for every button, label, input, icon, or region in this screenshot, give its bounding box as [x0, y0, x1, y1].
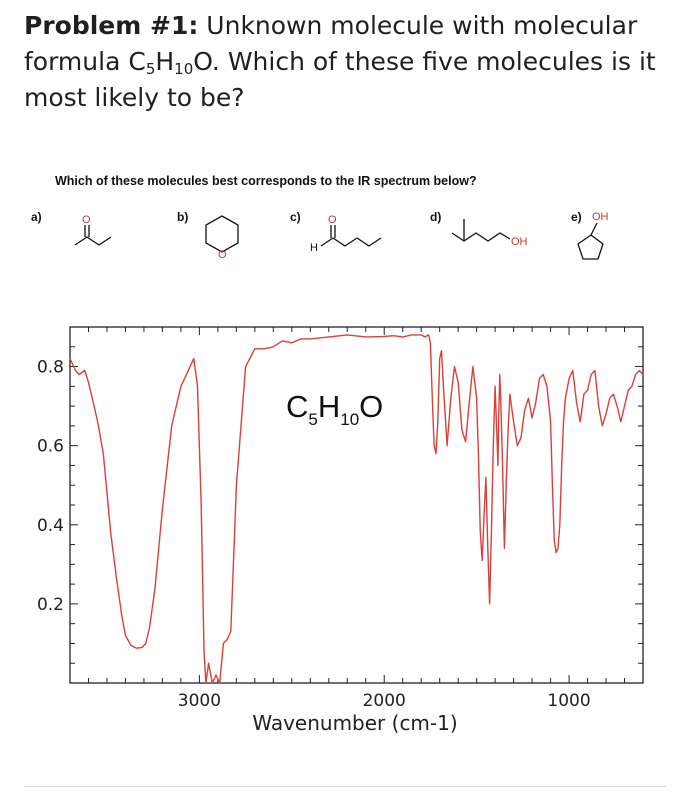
molecule-c-structure [320, 225, 382, 247]
ir-spectrum-chart: 3000 2000 1000 0.2 0.4 0.6 0.8 Wavenumber (cm-… [37, 326, 644, 735]
molecule-e-structure [577, 222, 604, 260]
molecule-e-atom-oh: OH [592, 211, 609, 223]
chart-ticks [70, 327, 643, 683]
problem-sub-c: 5 [145, 60, 156, 78]
x-tick-label: 2000 [363, 691, 406, 711]
x-axis-label: Wavenumber (cm-1) [252, 711, 457, 735]
problem-text-before: Unknown molecule with molecular formula … [24, 11, 638, 76]
y-tick-label: 0.2 [37, 595, 64, 615]
annotation-sub-5: 5 [308, 410, 317, 429]
annotation-o: O [359, 389, 383, 424]
molecule-a-structure [74, 225, 112, 246]
ir-spectrum-line [69, 334, 644, 684]
y-tick-label: 0.6 [37, 437, 64, 457]
molecule-label-d: d) [430, 210, 442, 224]
molecule-structures: O O O H OH OH [74, 211, 609, 261]
molecule-label-a: a) [31, 210, 42, 224]
y-tick-label: 0.4 [37, 516, 64, 536]
formula-annotation: C5H10O [286, 389, 383, 429]
annotation-sub-10: 10 [340, 410, 359, 429]
problem-statement: Problem #1: Unknown molecule with molecu… [24, 8, 674, 116]
molecule-c-atom-h: H [310, 242, 318, 254]
molecule-d-atom-oh: OH [511, 236, 528, 248]
svg-text:C5H10O: C5H10O [286, 389, 383, 429]
divider [24, 786, 666, 787]
annotation-h: H [318, 389, 340, 424]
chart-axes [69, 326, 644, 684]
annotation-c: C [286, 389, 308, 424]
molecule-a-atom-o: O [82, 214, 91, 226]
molecule-label-b: b) [177, 210, 189, 224]
molecule-b-structure [205, 215, 239, 253]
problem-mid-h: H [155, 47, 175, 76]
molecule-d-structure [451, 219, 511, 242]
molecule-b-atom-o: O [218, 249, 227, 261]
y-tick-label: 0.8 [37, 358, 64, 378]
plot-frame [69, 326, 644, 684]
molecule-label-e: e) [571, 210, 582, 224]
problem-sub-h: 10 [174, 60, 194, 78]
x-tick-label: 3000 [178, 691, 221, 711]
x-tick-label: 1000 [547, 691, 590, 711]
molecule-c-atom-o: O [328, 214, 337, 226]
problem-text-after: O. Which of these five molecules is it m… [24, 47, 656, 112]
problem-heading: Problem #1: [24, 11, 199, 40]
chart-series-group [69, 334, 644, 684]
molecule-label-c: c) [290, 210, 301, 224]
question-text: Which of these molecules best correspond… [55, 174, 477, 188]
chart-labels: 3000 2000 1000 0.2 0.4 0.6 0.8 [37, 358, 591, 711]
